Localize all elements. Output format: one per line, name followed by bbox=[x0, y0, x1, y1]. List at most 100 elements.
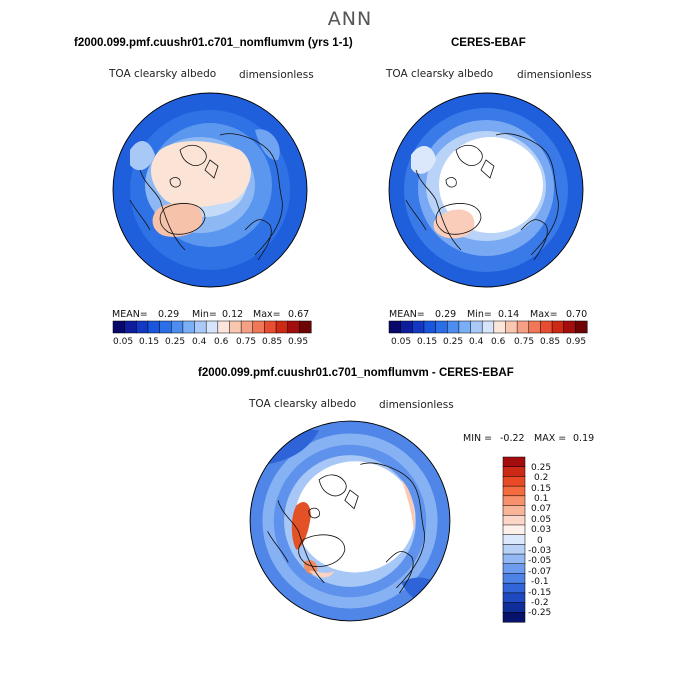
panel-3-colorbar-tick: 0.1 bbox=[534, 494, 549, 504]
panel-3-max-value: 0.19 bbox=[573, 433, 595, 444]
panel-2-units: dimensionless bbox=[517, 69, 592, 81]
colorbar-swatch bbox=[502, 534, 526, 545]
colorbar-swatch bbox=[505, 320, 518, 334]
colorbar-swatch bbox=[159, 320, 172, 334]
panel-1-max-value: 0.67 bbox=[288, 309, 310, 320]
panel-2-min-value: 0.14 bbox=[498, 309, 520, 320]
panel-2-map bbox=[388, 92, 584, 288]
colorbar-swatch bbox=[170, 320, 184, 334]
colorbar-swatch bbox=[252, 320, 265, 334]
colorbar-swatch bbox=[299, 320, 312, 334]
colorbar-swatch bbox=[516, 320, 530, 334]
colorbar-swatch bbox=[136, 320, 149, 334]
colorbar-swatch bbox=[124, 320, 137, 334]
panel-2-colorbar-tick: 0.6 bbox=[491, 337, 506, 347]
colorbar-swatch bbox=[229, 320, 242, 334]
colorbar-swatch bbox=[563, 320, 576, 334]
colorbar-swatch bbox=[502, 544, 526, 555]
panel-1-colorbar-tick: 0.95 bbox=[288, 337, 309, 347]
panel-3-colorbar-tick: 0.25 bbox=[531, 463, 552, 473]
panel-1-variable: TOA clearsky albedo bbox=[109, 68, 217, 80]
panel-3-colorbar-tick: -0.25 bbox=[528, 608, 552, 618]
panel-1-mean-label: MEAN= bbox=[112, 309, 148, 320]
colorbar-swatch bbox=[502, 524, 526, 536]
panel-3-colorbar bbox=[502, 456, 526, 623]
panel-1-min-value: 0.12 bbox=[222, 309, 244, 320]
colorbar-swatch bbox=[240, 320, 254, 334]
colorbar-swatch bbox=[423, 320, 437, 334]
colorbar-swatch bbox=[502, 602, 526, 613]
panel-2-min-label: Min= bbox=[467, 309, 492, 320]
panel-1-colorbar-tick: 0.05 bbox=[113, 337, 134, 347]
colorbar-swatch bbox=[575, 320, 588, 334]
colorbar-swatch bbox=[493, 320, 507, 334]
page-title: ANN bbox=[327, 8, 373, 30]
panel-3-variable: TOA clearsky albedo bbox=[249, 398, 357, 410]
colorbar-swatch bbox=[502, 582, 526, 594]
panel-2-colorbar-tick: 0.95 bbox=[566, 337, 587, 347]
colorbar-swatch bbox=[502, 476, 526, 487]
panel-3-colorbar-tick: 0.05 bbox=[531, 515, 552, 525]
panel-3-colorbar-tick: -0.15 bbox=[528, 588, 552, 598]
colorbar-swatch bbox=[502, 553, 526, 565]
panel-3-colorbar-tick: -0.05 bbox=[528, 556, 552, 566]
colorbar-swatch bbox=[502, 563, 526, 575]
panel-1-colorbar-tick: 0.4 bbox=[192, 337, 207, 347]
colorbar-swatch bbox=[112, 320, 126, 334]
panel-2-colorbar-tick: 0.75 bbox=[514, 337, 535, 347]
colorbar-swatch bbox=[182, 320, 196, 334]
panel-3-colorbar-tick: 0.07 bbox=[531, 504, 552, 514]
panel-2-colorbar-tick: 0.05 bbox=[391, 337, 412, 347]
panel-2-title: CERES-EBAF bbox=[451, 37, 526, 49]
colorbar-swatch bbox=[502, 466, 526, 477]
panel-3-colorbar-tick: 0 bbox=[537, 536, 543, 546]
colorbar-swatch bbox=[551, 320, 565, 334]
colorbar-swatch bbox=[528, 320, 541, 334]
colorbar-swatch bbox=[147, 320, 161, 334]
panel-2-mean-label: MEAN= bbox=[389, 309, 425, 320]
panel-1-mean-value: 0.29 bbox=[158, 309, 180, 320]
panel-1-units: dimensionless bbox=[239, 69, 314, 81]
panel-1-min-label: Min= bbox=[192, 309, 217, 320]
panel-2-colorbar-tick: 0.85 bbox=[540, 337, 561, 347]
panel-2-max-label: Max= bbox=[530, 309, 558, 320]
colorbar-swatch bbox=[435, 320, 448, 334]
panel-2-max-value: 0.70 bbox=[566, 309, 588, 320]
panel-3-colorbar-tick: 0.03 bbox=[531, 525, 552, 535]
panel-3-min-label: MIN = bbox=[463, 433, 493, 444]
panel-1-colorbar-tick: 0.15 bbox=[139, 337, 160, 347]
colorbar-swatch bbox=[275, 320, 289, 334]
colorbar-swatch bbox=[205, 320, 219, 334]
colorbar-swatch bbox=[446, 320, 460, 334]
colorbar-swatch bbox=[481, 320, 495, 334]
panel-3-map bbox=[249, 420, 451, 622]
colorbar-swatch bbox=[287, 320, 300, 334]
panel-2-colorbar-tick: 0.15 bbox=[417, 337, 438, 347]
colorbar-swatch bbox=[502, 456, 526, 468]
panel-1-colorbar-tick: 0.25 bbox=[165, 337, 186, 347]
colorbar-swatch bbox=[502, 573, 526, 584]
panel-1-title: f2000.099.pmf.cuushr01.c701_nomflumvm (y… bbox=[74, 37, 353, 49]
panel-2-colorbar bbox=[388, 320, 588, 334]
panel-1-colorbar-tick: 0.75 bbox=[236, 337, 257, 347]
colorbar-swatch bbox=[400, 320, 413, 334]
colorbar-swatch bbox=[540, 320, 553, 334]
colorbar-swatch bbox=[502, 592, 526, 604]
colorbar-swatch bbox=[470, 320, 483, 334]
colorbar-swatch bbox=[264, 320, 277, 334]
panel-2-mean-value: 0.29 bbox=[435, 309, 457, 320]
colorbar-swatch bbox=[502, 485, 526, 497]
panel-3-units: dimensionless bbox=[379, 399, 454, 411]
panel-3-colorbar-tick: -0.03 bbox=[528, 546, 552, 556]
panel-2-colorbar-tick: 0.25 bbox=[443, 337, 464, 347]
colorbar-swatch bbox=[502, 514, 526, 526]
panel-2-variable: TOA clearsky albedo bbox=[386, 68, 494, 80]
panel-3-colorbar-tick: 0.2 bbox=[534, 473, 549, 483]
panel-1-max-label: Max= bbox=[253, 309, 281, 320]
colorbar-swatch bbox=[502, 495, 526, 507]
panel-3-colorbar-tick: -0.07 bbox=[528, 567, 552, 577]
panel-3-colorbar-tick: -0.2 bbox=[531, 598, 549, 608]
panel-3-colorbar-tick: -0.1 bbox=[531, 577, 549, 587]
colorbar-swatch bbox=[217, 320, 231, 334]
colorbar-swatch bbox=[502, 612, 526, 623]
